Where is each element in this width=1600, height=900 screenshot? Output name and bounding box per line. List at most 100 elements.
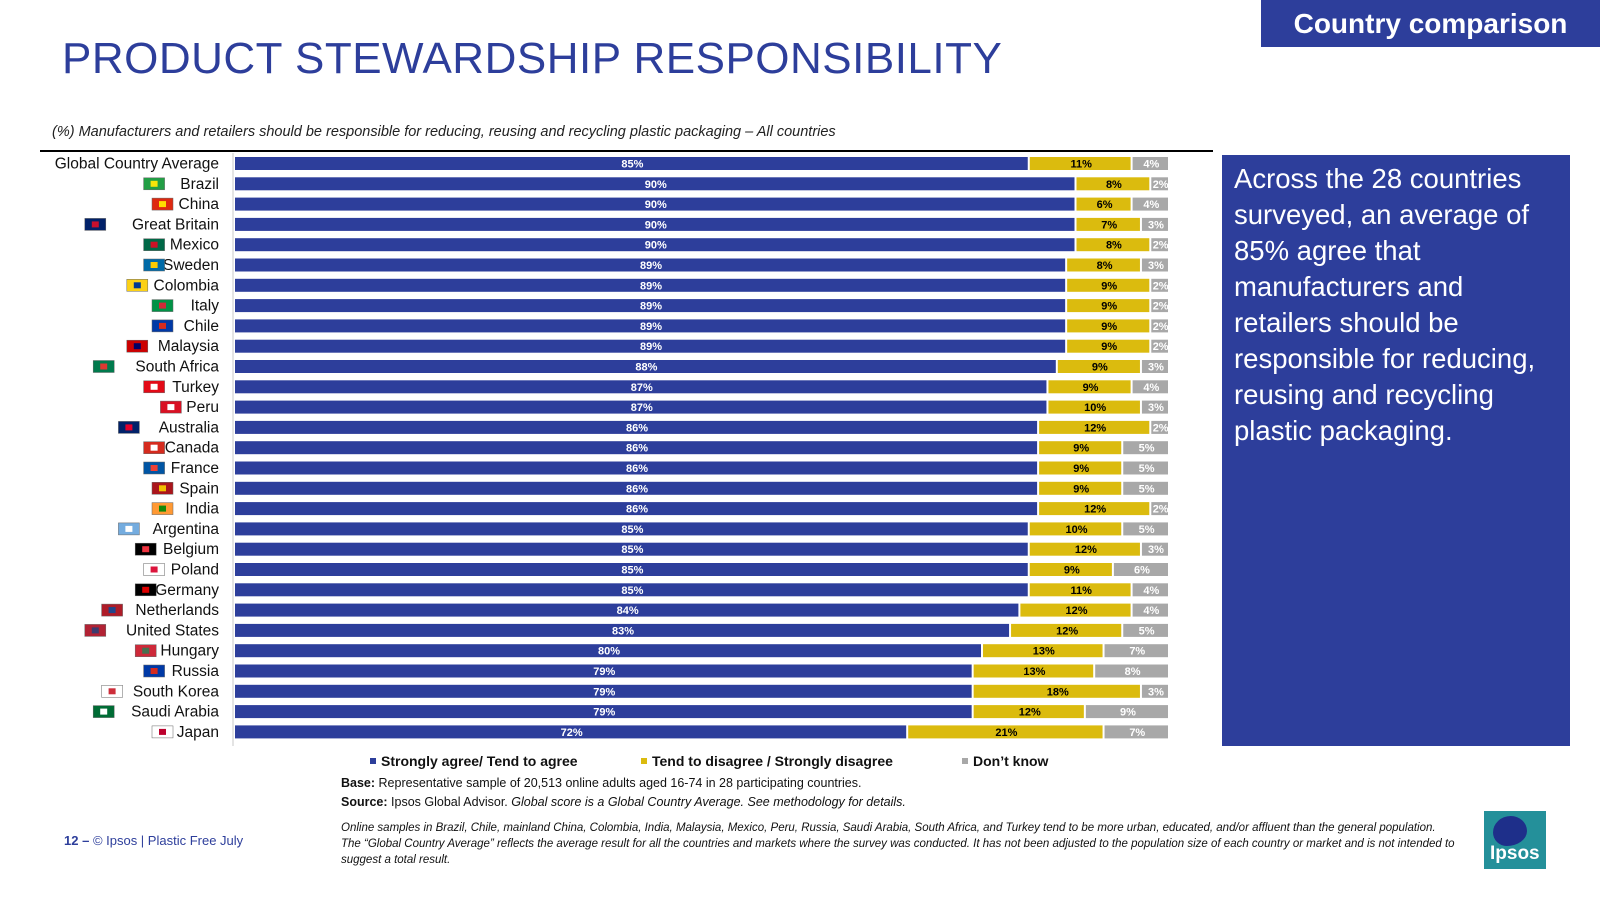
category-label: Hungary — [160, 643, 219, 660]
category-label: Global Country Average — [55, 156, 219, 173]
bar-segment — [1067, 278, 1150, 292]
bar-segment — [1067, 339, 1150, 353]
data-label: 11% — [1070, 585, 1092, 597]
flag-spain-emblem — [159, 485, 166, 492]
data-label: 9% — [1101, 341, 1117, 353]
category-label: Russia — [172, 663, 220, 680]
legend-swatch — [962, 758, 968, 764]
bar-segment — [235, 319, 1066, 333]
data-label: 85% — [621, 524, 643, 536]
category-label: Malaysia — [158, 338, 220, 355]
bar-segment — [235, 258, 1066, 272]
data-label: 86% — [626, 422, 648, 434]
flag-italy-emblem — [159, 302, 166, 309]
bar-segment — [1151, 299, 1168, 313]
bar-segment — [235, 217, 1075, 231]
legend-label: Don’t know — [973, 753, 1049, 769]
flag-usa-emblem — [91, 627, 99, 634]
bar-segment — [1123, 461, 1168, 475]
summary-panel: Across the 28 countries surveyed, an ave… — [1222, 155, 1570, 746]
data-label: 3% — [1148, 544, 1164, 556]
category-label: South Korea — [133, 683, 220, 700]
data-label: 10% — [1084, 402, 1106, 414]
bar-segment — [1067, 319, 1150, 333]
flag-sweden-emblem — [150, 262, 158, 268]
flag-south-korea-emblem — [108, 688, 116, 695]
bar-segment — [235, 360, 1056, 373]
data-label: 11% — [1070, 159, 1092, 171]
bar-segment — [1141, 217, 1168, 231]
bar-segment — [1011, 623, 1122, 637]
category-label: Australia — [159, 419, 220, 436]
flag-netherlands-emblem — [108, 607, 116, 614]
data-label: 89% — [640, 321, 662, 333]
data-label: 86% — [626, 463, 648, 475]
bar-segment — [1029, 583, 1131, 597]
bar-segment — [1104, 725, 1168, 739]
data-label: 3% — [1148, 260, 1164, 272]
bar-segment — [973, 705, 1084, 719]
page-title: PRODUCT STEWARDSHIP RESPONSIBILITY — [62, 34, 1003, 83]
bar-segment — [235, 583, 1028, 597]
bar-segment — [1151, 238, 1168, 252]
category-label: France — [171, 460, 219, 477]
bar-segment — [1132, 583, 1168, 597]
data-label: 9% — [1101, 301, 1117, 313]
legend-item-dont-know: Don’t know — [962, 753, 1048, 769]
flag-peru-emblem — [167, 404, 175, 411]
bar-segment — [235, 705, 972, 719]
data-label: 18% — [1047, 686, 1069, 698]
bar-segment — [1039, 461, 1122, 475]
bar-segment — [973, 664, 1094, 678]
chart-question: (%) Manufacturers and retailers should b… — [52, 124, 836, 140]
data-label: 4% — [1143, 382, 1159, 394]
logo-text: Ipsos — [1490, 843, 1540, 864]
category-label: Saudi Arabia — [131, 704, 219, 721]
data-label: 2% — [1153, 240, 1169, 252]
bar-segment — [1151, 420, 1168, 434]
category-label: Sweden — [163, 257, 219, 274]
flag-colombia-emblem — [133, 282, 141, 289]
data-label: 12% — [1065, 605, 1087, 617]
data-label: 2% — [1153, 179, 1169, 191]
category-label: Colombia — [154, 277, 220, 294]
bar-segment — [1123, 522, 1168, 536]
bar-segment — [235, 461, 1038, 475]
bar-segment — [235, 481, 1038, 495]
data-label: 12% — [1084, 504, 1106, 516]
legend-swatch — [641, 758, 647, 764]
methodology-notes: Online samples in Brazil, Chile, mainlan… — [341, 820, 1486, 868]
data-label: 9% — [1101, 321, 1117, 333]
bar-segment — [1048, 380, 1131, 394]
bar-segment — [1151, 502, 1168, 516]
flag-argentina-emblem — [125, 525, 133, 532]
divider — [40, 150, 1213, 152]
flag-mexico-emblem — [150, 241, 158, 248]
data-label: 4% — [1143, 159, 1159, 171]
flag-turkey-emblem — [150, 383, 158, 390]
bar-segment — [1076, 197, 1131, 211]
flag-china-emblem — [159, 201, 166, 208]
bar-segment — [1113, 563, 1168, 576]
flag-japan-emblem — [159, 728, 166, 735]
data-label: 13% — [1023, 666, 1045, 678]
data-label: 5% — [1139, 463, 1155, 475]
category-label: Belgium — [163, 541, 219, 558]
data-label: 80% — [598, 646, 620, 658]
data-label: 12% — [1075, 544, 1097, 556]
bar-segment — [1039, 481, 1122, 495]
bar-segment — [1141, 360, 1168, 373]
bar-segment — [235, 157, 1028, 170]
bar-segment — [1151, 177, 1168, 191]
data-label: 9% — [1101, 280, 1117, 292]
data-label: 9% — [1073, 483, 1089, 495]
bar-segment — [235, 177, 1075, 191]
ipsos-logo: Ipsos — [1484, 811, 1546, 869]
chart-legend: Strongly agree/ Tend to agree Tend to di… — [0, 753, 1200, 773]
data-label: 85% — [621, 585, 643, 597]
bar-segment — [235, 339, 1066, 353]
data-label: 10% — [1065, 524, 1087, 536]
bar-segment — [235, 278, 1066, 292]
bar-segment — [1020, 603, 1131, 617]
data-label: 9% — [1083, 382, 1099, 394]
